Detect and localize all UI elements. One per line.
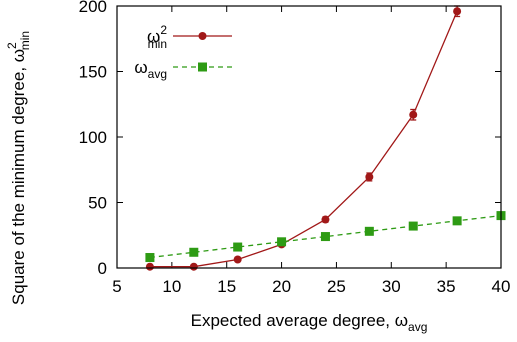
legend-label-min: ω2 min <box>147 23 167 51</box>
data-point <box>145 253 155 263</box>
data-point <box>321 215 330 224</box>
data-point <box>233 242 243 252</box>
y-tick-label: 150 <box>79 63 107 82</box>
data-point <box>453 7 462 16</box>
legend-sample-avg <box>173 62 232 72</box>
series-0 <box>145 5 462 271</box>
series-line <box>149 10 458 268</box>
data-point <box>189 262 198 271</box>
legend-sample-min <box>173 32 232 40</box>
data-point <box>145 262 154 271</box>
legend-label-avg: ωavg <box>134 58 167 81</box>
series-layer <box>145 5 506 271</box>
y-tick-label: 50 <box>88 194 107 213</box>
y-tick-label: 0 <box>98 259 107 278</box>
ticks-layer: 5 10 15 20 25 30 35 40 0 50 100 150 200 <box>79 0 511 296</box>
x-tick-label: 25 <box>327 277 346 296</box>
legend-marker <box>198 32 207 40</box>
x-tick-label: 10 <box>162 277 181 296</box>
legend-marker <box>198 62 207 72</box>
y-axis-label: Square of the minimum degree, ω2min <box>5 31 32 305</box>
data-point <box>409 110 418 119</box>
data-point <box>189 247 199 257</box>
x-tick-label: 5 <box>112 277 121 296</box>
x-tick-label: 30 <box>382 277 401 296</box>
x-tick-label: 20 <box>272 277 291 296</box>
x-tick-label: 15 <box>217 277 236 296</box>
x-axis-label: Expected average degree, ωavg <box>191 311 428 334</box>
plot-frame <box>116 5 502 269</box>
y-tick-label: 200 <box>79 0 107 16</box>
data-point <box>364 226 374 236</box>
x-tick-label: 40 <box>492 277 511 296</box>
data-point <box>320 232 330 242</box>
data-point <box>233 255 242 264</box>
data-point <box>408 221 418 231</box>
data-point <box>365 172 374 181</box>
legend: ω2 min ωavg <box>134 23 232 81</box>
x-tick-label: 35 <box>437 277 456 296</box>
y-tick-label: 100 <box>79 128 107 147</box>
series-line <box>149 214 502 259</box>
data-point <box>452 216 462 226</box>
data-point <box>277 237 287 247</box>
